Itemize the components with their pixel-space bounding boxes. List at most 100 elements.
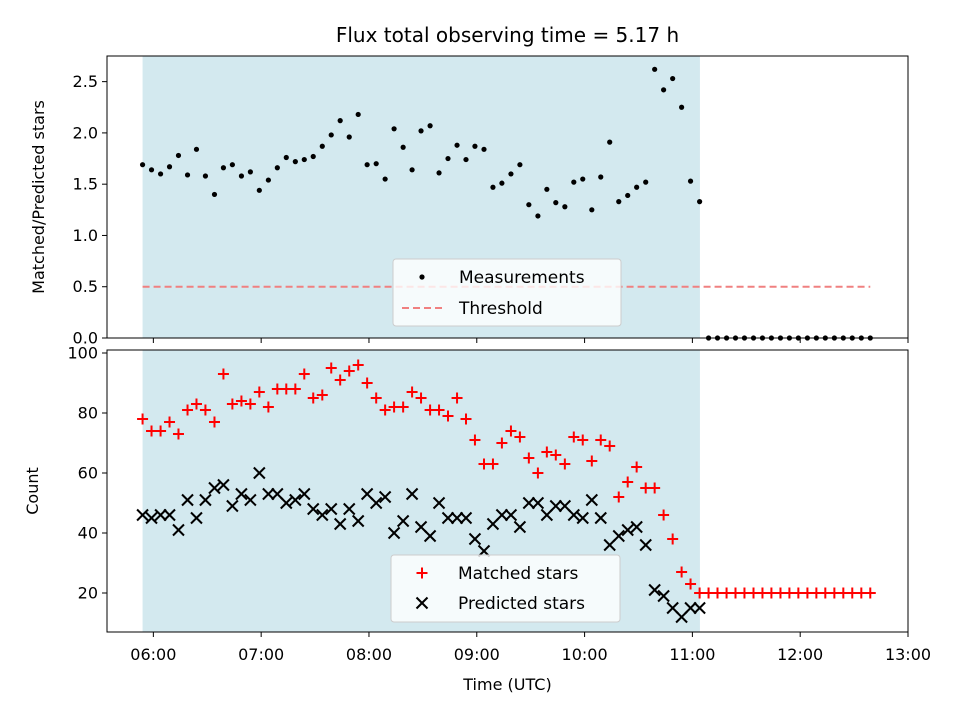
measurement-point (256, 187, 262, 193)
matched-star-point (352, 359, 364, 371)
measurement-point (265, 177, 271, 183)
measurement-point (184, 172, 191, 178)
matched-star-point (370, 392, 382, 404)
predicted-star-point (217, 478, 230, 492)
matched-star-point (541, 446, 553, 458)
matched-star-point (505, 425, 517, 437)
matched-star-point (289, 383, 301, 395)
predicted-star-point (657, 589, 670, 603)
measurement-point (346, 134, 352, 140)
predicted-star-point (316, 508, 329, 522)
predicted-star-point (351, 514, 365, 528)
top-legend-box (392, 258, 622, 327)
matched-star-point (676, 566, 688, 578)
matched-star-point (244, 398, 256, 410)
predicted-star-point (459, 511, 473, 525)
matched-star-point (307, 392, 319, 404)
predicted-star-point (235, 487, 248, 501)
matched-star-point (577, 434, 589, 446)
bottom-ytick-label: 80 (78, 404, 98, 423)
predicted-star-point (289, 493, 302, 507)
measurement-point (571, 179, 577, 185)
predicted-star-point (163, 508, 176, 522)
matched-star-point (514, 431, 526, 443)
matched-star-point (604, 440, 616, 452)
predicted-star-point (325, 502, 338, 516)
predicted-star-point (531, 496, 545, 510)
matched-star-point (262, 401, 274, 413)
matched-star-point (397, 401, 409, 413)
legend-x (415, 596, 429, 610)
measurement-point (625, 192, 631, 199)
measurement-point (472, 143, 478, 149)
measurement-point (148, 167, 155, 173)
measurement-point (553, 200, 559, 206)
matched-star-point (226, 398, 238, 410)
measurement-point (400, 144, 406, 150)
matched-star-point (667, 533, 679, 545)
measurement-point (687, 178, 694, 184)
top-ytick-label: 0.0 (73, 329, 98, 348)
predicted-star-point (612, 529, 625, 543)
top-legend: Measurements Threshold (392, 258, 622, 327)
measurement-point (310, 153, 316, 160)
bottom-ytick-label: 60 (78, 464, 98, 483)
bottom-xtick-label: 11:00 (669, 645, 715, 664)
measurement-point (526, 202, 532, 208)
matched-star-point (451, 392, 463, 404)
matched-star-point (316, 389, 328, 401)
measurement-point (211, 191, 218, 198)
predicted-star-point (190, 511, 203, 525)
predicted-star-point (387, 526, 401, 540)
measurement-point (391, 126, 397, 132)
predicted-star-point (684, 601, 697, 615)
matched-star-point (460, 413, 472, 425)
count-points (136, 359, 876, 624)
bottom-axes-frame (106, 349, 909, 633)
matched-star-point (550, 449, 562, 461)
measurement-point (481, 146, 487, 152)
legend-predicted-label: Predicted stars (458, 594, 585, 614)
top-ytick-label: 1.0 (73, 226, 98, 245)
predicted-star-point (136, 508, 149, 522)
predicted-star-point (154, 508, 167, 522)
predicted-star-point (693, 601, 706, 615)
bottom-x-ticks: 06:00 07:00 08:00 09:00 10:00 11:00 12:00 13:00 (130, 632, 931, 664)
measurement-point (175, 152, 182, 159)
matched-star-point (325, 362, 337, 374)
predicted-star-point (369, 496, 383, 510)
bottom-xtick-label: 06:00 (130, 645, 176, 664)
bottom-legend: Matched stars Predicted stars (390, 554, 621, 623)
matched-star-point (172, 428, 184, 440)
matched-star-point (631, 461, 643, 473)
predicted-star-point (639, 538, 652, 552)
legend-matched-label: Matched stars (458, 564, 578, 584)
predicted-star-point (504, 508, 518, 522)
measurement-point (202, 173, 209, 179)
matched-star-point (298, 368, 310, 380)
measurement-point (364, 162, 370, 168)
measurement-point (292, 159, 298, 165)
measurement-point (598, 174, 604, 180)
predicted-star-point (181, 493, 194, 507)
measurement-point (634, 184, 640, 190)
matched-star-point (496, 437, 508, 449)
predicted-star-point (549, 499, 563, 513)
predicted-star-point (423, 529, 437, 543)
legend-threshold-label: Threshold (458, 299, 543, 319)
matched-star-point (208, 416, 220, 428)
matched-star-point (199, 404, 211, 416)
measurement-point (508, 171, 514, 177)
measurement-point (670, 75, 676, 82)
measurement-point (382, 176, 388, 182)
bottom-y-ticks: 20 40 60 80 100 (67, 344, 107, 603)
predicted-star-point (594, 511, 607, 525)
predicted-star-point (648, 583, 661, 597)
predicted-star-point (405, 487, 419, 501)
predicted-star-point (244, 493, 257, 507)
measurement-point (139, 162, 146, 168)
measurement-point (463, 156, 469, 163)
matched-star-point (442, 410, 454, 422)
predicted-star-point (307, 502, 320, 516)
top-panel: 0.0 0.5 1.0 1.5 2.0 2.5 Flux total observing … (29, 23, 909, 348)
